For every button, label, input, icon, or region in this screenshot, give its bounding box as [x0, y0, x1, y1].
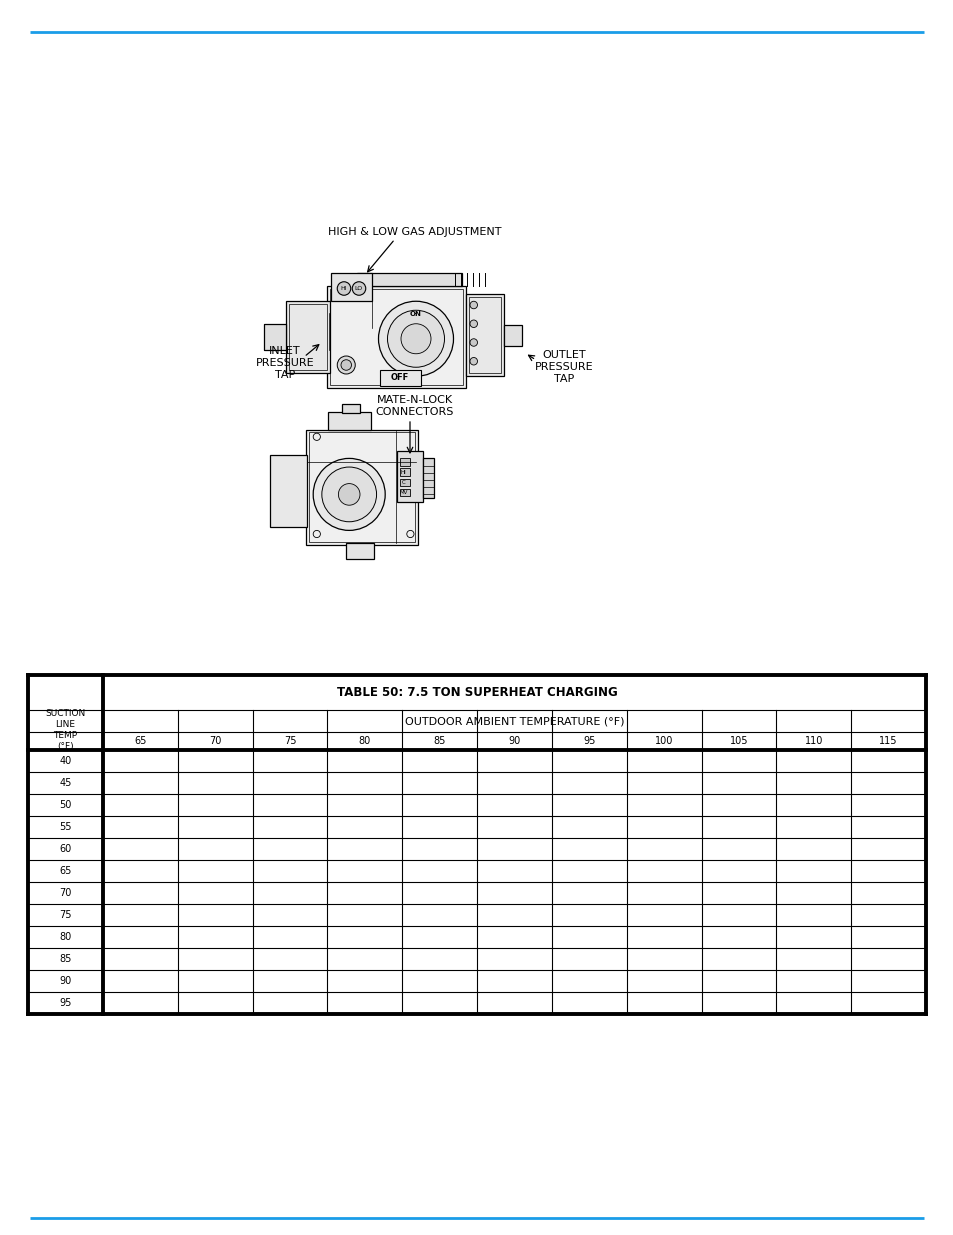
- Text: 105: 105: [729, 736, 747, 746]
- Circle shape: [470, 338, 477, 346]
- Circle shape: [338, 484, 359, 505]
- Bar: [341, 404, 359, 412]
- Bar: [423, 458, 434, 498]
- Bar: [397, 451, 422, 501]
- Text: C: C: [401, 479, 405, 484]
- Circle shape: [470, 357, 477, 366]
- Text: 75: 75: [59, 910, 71, 920]
- Text: 40: 40: [59, 756, 71, 766]
- Text: INLET
PRESSURE
TAP: INLET PRESSURE TAP: [255, 346, 314, 379]
- Bar: [345, 543, 374, 559]
- Circle shape: [340, 359, 351, 370]
- Text: 60: 60: [59, 844, 71, 853]
- Bar: [331, 273, 372, 301]
- Bar: [289, 304, 327, 369]
- Circle shape: [470, 320, 477, 327]
- Circle shape: [337, 356, 355, 374]
- Bar: [306, 430, 417, 545]
- Bar: [309, 432, 415, 542]
- Text: 85: 85: [433, 736, 445, 746]
- Bar: [327, 411, 371, 430]
- Bar: [263, 324, 286, 350]
- Text: SUCTION
LINE
TEMP
(°F): SUCTION LINE TEMP (°F): [46, 709, 86, 751]
- Text: 45: 45: [59, 778, 71, 788]
- Circle shape: [387, 310, 444, 367]
- Text: MATE-N-LOCK
CONNECTORS: MATE-N-LOCK CONNECTORS: [375, 395, 454, 417]
- Bar: [399, 489, 410, 495]
- Text: 100: 100: [655, 736, 673, 746]
- Text: 110: 110: [803, 736, 822, 746]
- Bar: [327, 287, 466, 388]
- Text: 80: 80: [59, 932, 71, 942]
- Text: 80: 80: [358, 736, 371, 746]
- Text: LO: LO: [355, 287, 363, 291]
- Bar: [503, 325, 522, 346]
- Text: 65: 65: [59, 866, 71, 876]
- Bar: [469, 296, 500, 373]
- Text: 70: 70: [59, 888, 71, 898]
- Bar: [357, 273, 462, 287]
- Text: OFF: OFF: [391, 373, 409, 383]
- Text: TABLE 50: 7.5 TON SUPERHEAT CHARGING: TABLE 50: 7.5 TON SUPERHEAT CHARGING: [336, 685, 617, 699]
- Text: 65: 65: [134, 736, 147, 746]
- Text: 50: 50: [59, 800, 71, 810]
- Bar: [286, 301, 330, 373]
- Text: HIGH & LOW GAS ADJUSTMENT: HIGH & LOW GAS ADJUSTMENT: [328, 227, 501, 237]
- Circle shape: [352, 282, 365, 295]
- Bar: [399, 478, 410, 485]
- Circle shape: [321, 467, 376, 521]
- Bar: [379, 369, 421, 387]
- Text: MV: MV: [398, 490, 407, 495]
- Text: 90: 90: [508, 736, 520, 746]
- Circle shape: [378, 301, 453, 377]
- Text: 90: 90: [59, 976, 71, 986]
- Text: 95: 95: [582, 736, 595, 746]
- Text: 75: 75: [283, 736, 296, 746]
- Text: HI: HI: [400, 469, 406, 474]
- Text: ON: ON: [410, 311, 421, 317]
- Circle shape: [400, 324, 431, 353]
- Text: 85: 85: [59, 953, 71, 965]
- Text: 95: 95: [59, 998, 71, 1008]
- Text: OUTLET
PRESSURE
TAP: OUTLET PRESSURE TAP: [535, 351, 593, 384]
- Circle shape: [313, 458, 385, 530]
- Text: 115: 115: [879, 736, 897, 746]
- Text: 70: 70: [209, 736, 221, 746]
- Text: OUTDOOR AMBIENT TEMPERATURE (°F): OUTDOOR AMBIENT TEMPERATURE (°F): [404, 716, 623, 726]
- Text: 55: 55: [59, 823, 71, 832]
- Bar: [466, 294, 503, 377]
- Text: HI: HI: [340, 287, 347, 291]
- Circle shape: [470, 301, 477, 309]
- Bar: [399, 468, 410, 475]
- Circle shape: [337, 282, 351, 295]
- Bar: [399, 458, 410, 466]
- Bar: [270, 454, 307, 527]
- Bar: [330, 289, 463, 384]
